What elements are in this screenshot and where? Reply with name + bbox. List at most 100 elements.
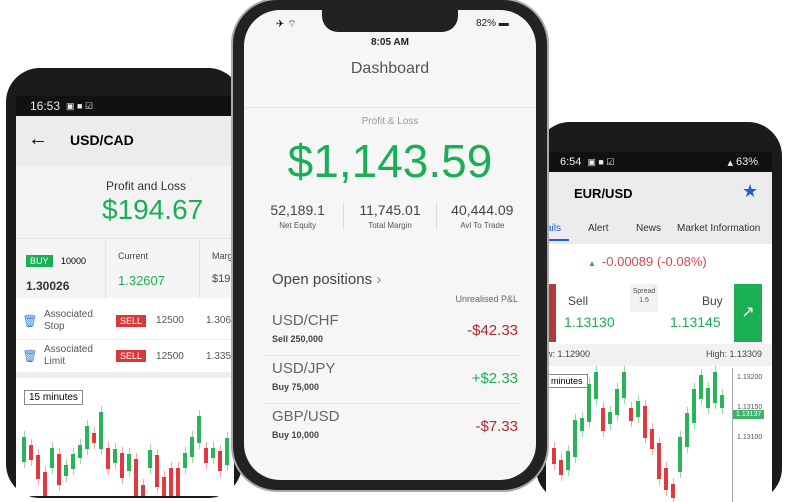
chevron-right-icon: › [376,271,382,288]
candle [57,453,61,486]
candle [148,450,152,468]
open-price: 1.30026 [26,279,70,293]
candle [559,459,563,476]
quantity: 10000 [60,256,86,266]
position-pair: GBP/USD [272,408,340,425]
candle [573,420,577,457]
candle [552,448,556,465]
header: ← USD/CAD [16,116,234,166]
buy-price[interactable]: 1.13145 [670,314,721,330]
candle [643,405,647,439]
status-time: 8:05 AM [371,37,409,48]
candlestick-chart[interactable] [546,366,732,502]
candle [134,459,138,496]
buy-label: Buy [702,294,723,308]
pnl-label: Profit and Loss [106,179,187,193]
candle [204,448,208,463]
candle [720,395,724,408]
buy-button[interactable]: ↗ [734,284,762,342]
order-label: Associated Limit [44,344,93,367]
battery: 82% ▬ [476,18,509,29]
axis-tick: 1.13100 [737,434,763,441]
candle [622,372,626,399]
position-detail: Buy 10,000 [272,430,320,440]
timeframe-selector[interactable]: 15 minutes [24,390,83,405]
candle [71,453,75,469]
candle [629,408,633,422]
candle [608,411,612,425]
timeframe-selector[interactable]: minutes [546,374,588,388]
trash-icon[interactable]: 🗑 [22,313,38,328]
sell-price[interactable]: 1.13130 [564,314,615,330]
position-row[interactable]: USD/CHF Sell 250,000 -$42.33 [264,308,518,356]
candle [197,415,201,444]
candle [580,418,584,432]
stat-value: 11,745.01 [359,202,421,218]
candle [183,452,187,468]
pnl-value: $1,143.59 [287,135,493,187]
candle [225,437,229,466]
order-quantity: 12500 [156,350,184,362]
position-row[interactable]: GBP/USD Buy 10,000 -$7.33 [264,404,518,452]
candle [113,449,117,463]
open-positions-link[interactable]: Open positions › [272,271,381,288]
tab-alert[interactable]: Alert [588,223,609,234]
status-bar: 6:54 ▣ ■ ☑ ▴ 63% [546,152,772,172]
candle [36,455,40,479]
sell-button[interactable] [546,284,556,342]
status-time: 16:53 [30,99,61,113]
position-pnl: -$7.33 [475,418,518,435]
stat-label: Total Margin [368,221,412,230]
candle [141,485,145,496]
candle [636,400,640,418]
triangle-up-icon: ▲ [588,259,596,268]
notch [322,10,458,32]
trade-panel: Sell 1.13130 Spread 1.5 Buy 1.13145 ↗ [546,284,772,342]
order-row[interactable]: 🗑 Associated Limit SELL 12500 1.335 [16,340,234,378]
candlestick-chart[interactable] [16,406,234,496]
candle [692,388,696,424]
left-phone: 16:53 ▣ ■ ☑ ← USD/CAD Profit and Loss $19… [6,68,242,498]
candle [169,468,173,496]
candle [106,448,110,470]
current-label: Current [118,251,149,261]
tab-news[interactable]: News [636,223,662,234]
current-price: 1.32607 [118,273,165,288]
arrow-up-right-icon: ↗ [741,304,755,321]
stat-label: Net Equity [279,221,317,230]
position-row[interactable]: USD/JPY Buy 75,000 +$2.33 [264,356,518,404]
candle [650,428,654,450]
axis-tick: 1.13150 [737,404,763,411]
unrealised-label: Unrealised P&L [455,294,518,304]
order-price: 1.335 [206,350,232,362]
spread-box: Spread 1.5 [630,284,658,312]
trash-icon[interactable]: 🗑 [22,349,38,363]
candle [211,447,215,459]
star-icon[interactable]: ★ [742,181,759,201]
tab-details[interactable]: ails [546,223,570,241]
current-price-tag: 1.13137 [733,410,765,419]
tab-market-information[interactable]: Market Information [677,223,761,234]
battery-level: 63% [735,156,758,168]
candle [78,445,82,459]
orders-list: 🗑 Associated Stop SELL 12500 1.306 🗑 Ass… [16,302,234,378]
order-quantity: 12500 [156,315,184,326]
status-bar: 16:53 ▣ ■ ☑ [16,96,234,116]
tab-bar: ails Alert News Market Information [546,216,772,244]
order-price: 1.306 [206,315,232,326]
candle [594,372,598,399]
arrow-left-icon[interactable]: ← [28,128,48,150]
stats-row: 52,189.1 Net Equity 11,745.01 Total Margin… [252,202,528,230]
candle [127,454,131,471]
battery-level: 82% [476,18,497,29]
pnl-value: $194.67 [102,194,204,225]
candle [699,375,703,400]
position-pair: USD/CHF [272,312,339,329]
candle [678,436,682,472]
candle [85,426,89,450]
order-row[interactable]: 🗑 Associated Stop SELL 12500 1.306 [16,302,234,340]
candle [176,468,180,496]
candle [50,447,54,468]
position-pair: USD/JPY [272,360,336,377]
low-value: w: 1.12900 [546,349,591,359]
